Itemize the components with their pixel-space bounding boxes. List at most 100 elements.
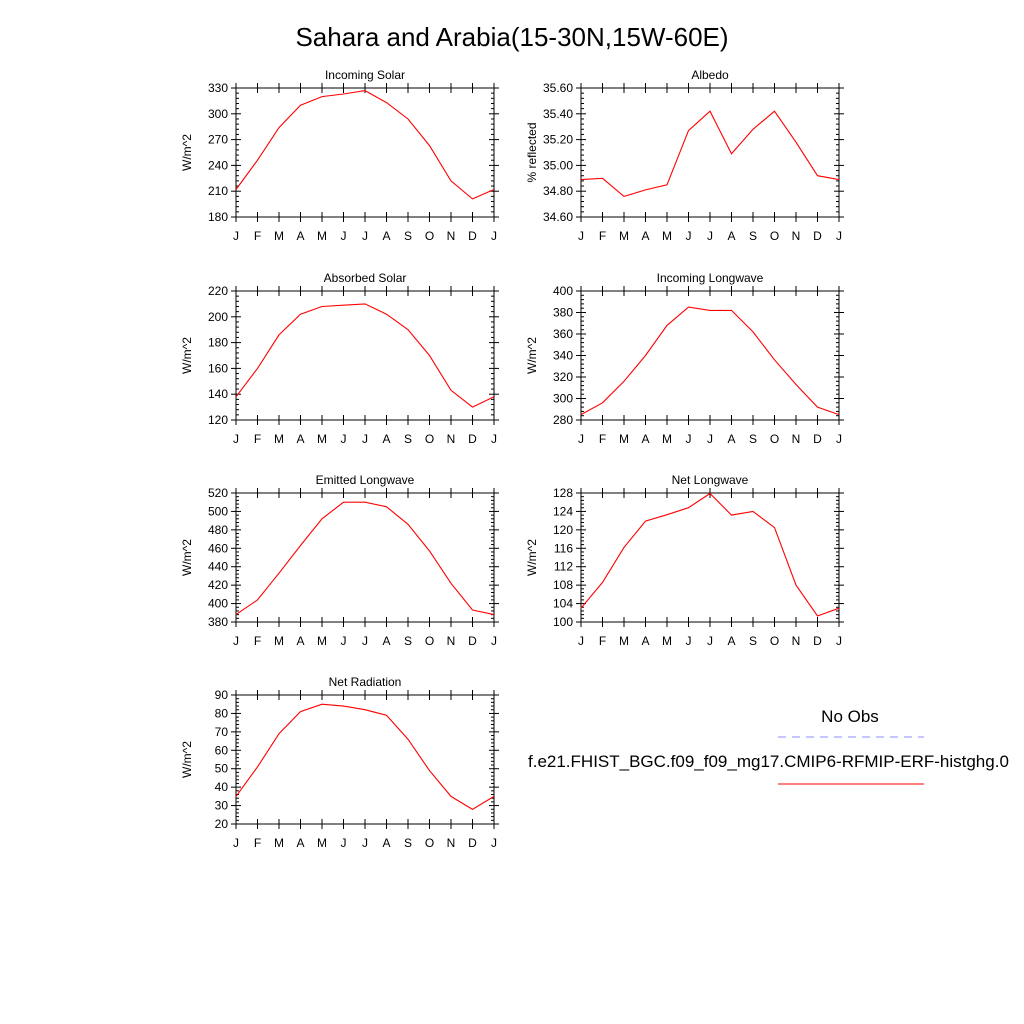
x-tick-label: S bbox=[404, 836, 412, 850]
x-tick-label: O bbox=[425, 836, 434, 850]
x-tick-label: S bbox=[404, 229, 412, 243]
panel-net-longwave: Net Longwave W/m^2 100 104 108 112 116 120 124 12… bbox=[525, 473, 844, 648]
x-tick-label: J bbox=[686, 229, 692, 243]
x-tick-label: J bbox=[491, 432, 497, 446]
x-tick-label: M bbox=[317, 836, 327, 850]
x-tick-label: J bbox=[686, 634, 692, 648]
panel-albedo: Albedo % reflected 34.60 34.80 35.00 35.20 35.… bbox=[525, 68, 844, 243]
y-tick-label: 112 bbox=[554, 560, 573, 574]
y-axis-label: % reflected bbox=[525, 122, 539, 182]
x-tick-label: D bbox=[813, 432, 822, 446]
x-tick-label: J bbox=[362, 432, 368, 446]
x-tick-label: O bbox=[425, 634, 434, 648]
y-tick-label: 460 bbox=[208, 541, 228, 555]
y-tick-label: 360 bbox=[553, 327, 573, 341]
y-axis-label: W/m^2 bbox=[180, 337, 194, 374]
x-tick-label: J bbox=[491, 634, 497, 648]
x-tick-label: N bbox=[447, 229, 456, 243]
y-axis-label: W/m^2 bbox=[525, 337, 539, 374]
x-tick-label: D bbox=[813, 634, 822, 648]
series-line bbox=[235, 703, 495, 810]
x-tick-label: F bbox=[599, 432, 606, 446]
x-tick-label: F bbox=[254, 229, 261, 243]
x-tick-label: J bbox=[362, 634, 368, 648]
series-line bbox=[580, 492, 840, 617]
x-tick-label: F bbox=[599, 634, 606, 648]
x-tick-label: J bbox=[707, 229, 713, 243]
y-tick-label: 440 bbox=[208, 560, 228, 574]
y-tick-label: 240 bbox=[208, 158, 228, 172]
y-tick-label: 40 bbox=[215, 780, 229, 794]
x-tick-label: M bbox=[274, 229, 284, 243]
x-tick-label: J bbox=[341, 634, 347, 648]
x-tick-label: M bbox=[274, 432, 284, 446]
plot-frame bbox=[580, 492, 840, 623]
plot-frame bbox=[580, 87, 840, 218]
x-tick-label: M bbox=[619, 229, 629, 243]
y-tick-label: 104 bbox=[553, 597, 573, 611]
x-tick-label: F bbox=[254, 634, 261, 648]
y-tick-label: 300 bbox=[208, 107, 228, 121]
y-tick-label: 500 bbox=[208, 504, 228, 518]
plot-frame bbox=[235, 290, 495, 421]
y-tick-label: 60 bbox=[215, 743, 229, 757]
y-tick-label: 520 bbox=[208, 486, 228, 500]
x-tick-label: S bbox=[749, 432, 757, 446]
y-tick-label: 180 bbox=[208, 336, 228, 350]
y-tick-label: 400 bbox=[208, 597, 228, 611]
x-tick-label: M bbox=[619, 634, 629, 648]
y-tick-label: 320 bbox=[553, 370, 573, 384]
y-tick-label: 200 bbox=[208, 310, 228, 324]
x-tick-label: J bbox=[707, 634, 713, 648]
x-tick-label: J bbox=[362, 229, 368, 243]
x-tick-label: A bbox=[382, 432, 390, 446]
panel-emitted-longwave: Emitted Longwave W/m^2 380 400 420 440 460 480 5… bbox=[180, 473, 499, 648]
panel-title: Absorbed Solar bbox=[324, 271, 407, 285]
x-tick-label: J bbox=[836, 432, 842, 446]
y-tick-label: 35.20 bbox=[543, 133, 573, 147]
x-tick-label: A bbox=[296, 634, 304, 648]
y-axis-label: W/m^2 bbox=[180, 134, 194, 171]
y-tick-label: 270 bbox=[208, 133, 228, 147]
x-tick-label: J bbox=[686, 432, 692, 446]
x-tick-label: J bbox=[341, 229, 347, 243]
x-tick-label: O bbox=[425, 432, 434, 446]
y-tick-label: 380 bbox=[208, 615, 228, 629]
x-tick-label: S bbox=[404, 634, 412, 648]
series-line bbox=[235, 501, 495, 616]
y-tick-label: 116 bbox=[554, 541, 573, 555]
x-tick-label: S bbox=[404, 432, 412, 446]
x-tick-label: A bbox=[641, 229, 649, 243]
x-tick-label: F bbox=[254, 432, 261, 446]
x-tick-label: O bbox=[770, 229, 779, 243]
x-tick-label: O bbox=[770, 634, 779, 648]
x-tick-label: M bbox=[662, 229, 672, 243]
x-tick-label: O bbox=[425, 229, 434, 243]
y-tick-label: 120 bbox=[208, 413, 228, 427]
y-tick-label: 300 bbox=[553, 392, 573, 406]
x-tick-label: M bbox=[662, 432, 672, 446]
y-tick-label: 280 bbox=[553, 413, 573, 427]
y-tick-label: 30 bbox=[215, 799, 229, 813]
x-tick-label: A bbox=[641, 432, 649, 446]
figure-title: Sahara and Arabia(15-30N,15W-60E) bbox=[295, 22, 728, 52]
x-tick-label: D bbox=[468, 836, 477, 850]
legend-obs-label: No Obs bbox=[821, 707, 879, 726]
x-tick-label: J bbox=[578, 432, 584, 446]
legend: No Obs f.e21.FHIST_BGC.f09_f09_mg17.CMIP… bbox=[528, 707, 1009, 785]
x-tick-label: A bbox=[382, 229, 390, 243]
y-tick-label: 330 bbox=[208, 81, 228, 95]
y-tick-label: 35.00 bbox=[543, 158, 573, 172]
y-tick-label: 210 bbox=[208, 184, 228, 198]
y-tick-label: 90 bbox=[215, 688, 229, 702]
x-tick-label: M bbox=[662, 634, 672, 648]
x-tick-label: J bbox=[341, 432, 347, 446]
y-tick-label: 35.60 bbox=[543, 81, 573, 95]
y-tick-label: 34.80 bbox=[543, 184, 573, 198]
x-tick-label: M bbox=[317, 634, 327, 648]
y-tick-label: 128 bbox=[553, 486, 573, 500]
x-tick-label: N bbox=[792, 229, 801, 243]
